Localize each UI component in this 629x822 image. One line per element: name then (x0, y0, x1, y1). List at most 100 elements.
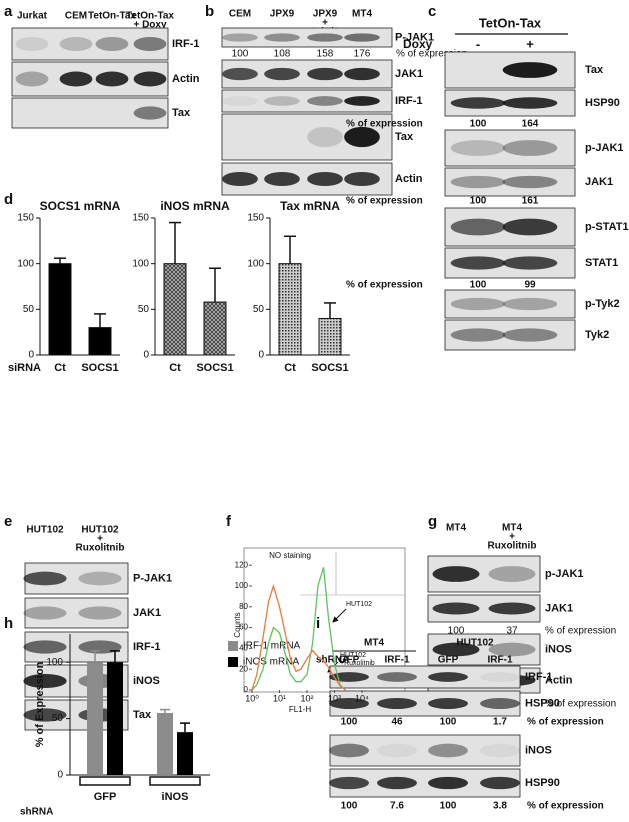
expression-label: % of expression (346, 119, 423, 130)
band (450, 175, 506, 189)
expression-value: 108 (274, 49, 291, 60)
band (432, 566, 480, 582)
y-tick-label: 80 (239, 602, 248, 611)
axis-label: siRNA (8, 362, 41, 374)
band (133, 36, 167, 52)
x-tick-label: SOCS1 (196, 362, 233, 374)
band (344, 67, 380, 81)
blot-label: iNOS (133, 675, 160, 687)
x-axis-label: FL1-H (289, 705, 311, 714)
band (502, 256, 558, 270)
lane-label: + (97, 534, 103, 545)
row-label: shRNA (316, 655, 349, 666)
lane-label: GFP (438, 655, 459, 666)
band (23, 673, 67, 689)
lane-label: MT4 (352, 9, 372, 20)
y-tick-label: 100 (46, 657, 63, 668)
lane-label: CEM (65, 11, 87, 22)
lane-label: Ruxolitnib (488, 541, 537, 552)
band (450, 140, 506, 156)
y-tick-label: 0 (28, 350, 34, 361)
blot-label: Actin (395, 173, 423, 185)
band (428, 698, 468, 709)
blot-label: P-JAK1 (395, 31, 434, 43)
band (264, 171, 300, 187)
band (502, 328, 558, 342)
bar (87, 662, 103, 775)
panel-label: d (4, 191, 13, 208)
blot-label: HSP90 (525, 697, 560, 709)
arrow (332, 608, 347, 623)
band (222, 171, 258, 187)
blot-label: P-JAK1 (133, 572, 172, 584)
panel-label: b (205, 3, 214, 20)
flow-frame (243, 547, 406, 693)
lane-label: - (476, 36, 480, 51)
blot-label: iNOS (525, 744, 552, 756)
expression-value: 176 (354, 49, 371, 60)
x-tick-label: 10³ (328, 693, 341, 703)
band (307, 33, 343, 42)
band (23, 640, 67, 654)
x-tick-label: SOCS1 (311, 362, 348, 374)
band (23, 606, 67, 620)
band (344, 96, 380, 106)
y-tick-label: 150 (247, 213, 264, 224)
expression-value: 1.7 (493, 717, 507, 728)
blot-label: Tax (395, 131, 414, 143)
band (502, 97, 558, 109)
band (329, 698, 369, 709)
expression-value: 99 (524, 280, 536, 291)
expression-value: 37 (506, 626, 518, 637)
blot-label: Tyk2 (585, 329, 609, 341)
expression-label: % of expression (527, 801, 604, 812)
band (78, 571, 122, 586)
band (344, 126, 380, 148)
legend-swatch (228, 641, 238, 651)
expression-value: 100 (440, 717, 457, 728)
y-tick-label: 0 (244, 685, 249, 694)
band (59, 71, 93, 87)
group-label: MT4 (364, 638, 384, 649)
x-tick-label: 10⁰ (245, 693, 259, 703)
y-tick-label: 150 (17, 213, 34, 224)
blot (444, 319, 576, 351)
bar (177, 732, 193, 775)
lane-label: JPX9 (313, 9, 338, 20)
group-label: HUT102 (456, 638, 494, 649)
expression-value: 161 (522, 196, 539, 207)
lane-label: + Doxy (133, 20, 167, 31)
y-tick-label: 50 (253, 304, 265, 315)
expression-label: % of expression (545, 699, 616, 710)
band (307, 126, 343, 148)
legend-swatch (228, 657, 238, 667)
band (329, 743, 369, 758)
lane-label: TetOn-Tax (126, 11, 174, 22)
y-tick-label: 60 (239, 623, 248, 632)
blot-label: JAK1 (395, 68, 423, 80)
panel-label: c (428, 3, 436, 20)
band (377, 743, 417, 758)
band (15, 71, 49, 87)
blot-label: p-Tyk2 (585, 298, 620, 310)
y-axis-label: Counts (233, 612, 242, 637)
blot-label: p-JAK1 (545, 568, 584, 580)
band (488, 642, 536, 657)
band (23, 571, 67, 586)
panel-label: g (428, 513, 437, 530)
band (488, 566, 536, 582)
x-tick-label: 10¹ (273, 693, 286, 703)
legend-label: IRF-1 mRNA (243, 641, 301, 652)
y-tick-label: 50 (23, 304, 35, 315)
expression-value: 100 (470, 196, 487, 207)
x-tick-label: Ct (284, 362, 296, 374)
blot-label: HSP90 (525, 777, 560, 789)
band (428, 776, 468, 790)
lane-label: Jurkat (17, 11, 48, 22)
chart-title: iNOS mRNA (160, 199, 230, 213)
lane-label: + (322, 18, 328, 29)
y-tick-label: 100 (132, 258, 149, 269)
